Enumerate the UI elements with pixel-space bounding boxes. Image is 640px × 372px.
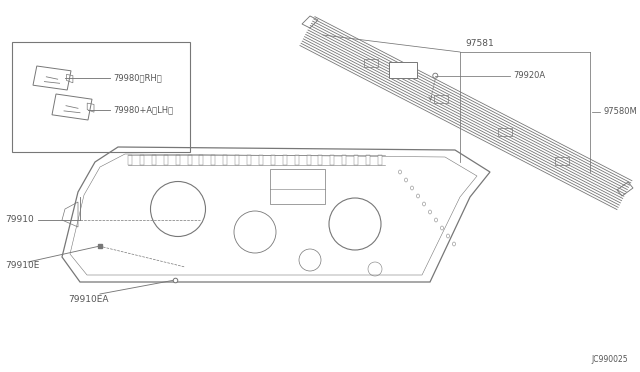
Bar xyxy=(259,155,263,165)
Bar xyxy=(366,155,370,165)
Text: 97580M: 97580M xyxy=(603,108,637,116)
Text: 79910: 79910 xyxy=(5,215,34,224)
Bar xyxy=(342,155,346,165)
Text: JC990025: JC990025 xyxy=(591,355,628,364)
Bar xyxy=(175,155,180,165)
Bar xyxy=(307,155,310,165)
Bar xyxy=(188,155,191,165)
Bar xyxy=(211,155,215,165)
Bar xyxy=(128,155,132,165)
Bar xyxy=(247,155,251,165)
Bar xyxy=(271,155,275,165)
Text: 79980〈RH〉: 79980〈RH〉 xyxy=(113,74,162,83)
Bar xyxy=(140,155,144,165)
Bar xyxy=(319,155,323,165)
Bar xyxy=(389,62,417,78)
Bar xyxy=(164,155,168,165)
Text: 97581: 97581 xyxy=(465,39,493,48)
Bar xyxy=(235,155,239,165)
Bar xyxy=(294,155,299,165)
Bar xyxy=(354,155,358,165)
Bar xyxy=(12,42,190,152)
Text: 79910E: 79910E xyxy=(5,260,40,269)
Text: 79980+A〈LH〉: 79980+A〈LH〉 xyxy=(113,106,173,115)
Bar xyxy=(330,155,334,165)
Text: 79920A: 79920A xyxy=(513,71,545,80)
Bar xyxy=(200,155,204,165)
Bar xyxy=(270,169,325,204)
Bar xyxy=(223,155,227,165)
Text: 79910EA: 79910EA xyxy=(68,295,109,305)
Bar xyxy=(152,155,156,165)
Bar xyxy=(378,155,382,165)
Bar xyxy=(283,155,287,165)
